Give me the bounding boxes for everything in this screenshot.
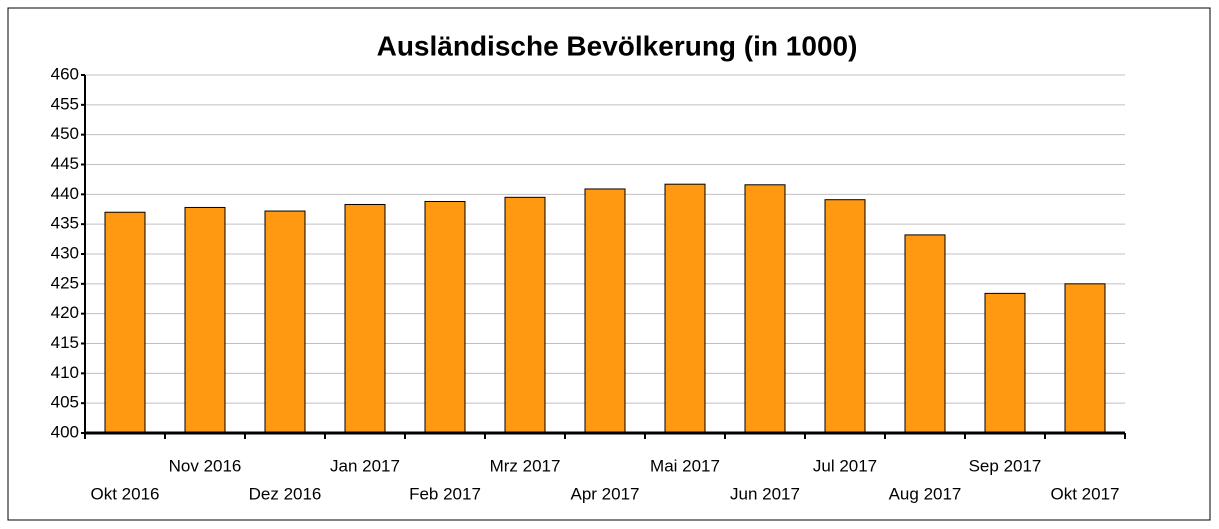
x-tick-label: Nov 2016 — [169, 456, 242, 475]
bar — [824, 199, 866, 434]
y-tick-label: 440 — [51, 184, 79, 203]
bar — [584, 188, 626, 434]
x-tick-label: Dez 2016 — [249, 484, 322, 503]
y-tick-label: 455 — [51, 94, 79, 113]
x-tick-label: Feb 2017 — [409, 484, 481, 503]
y-tick-label: 450 — [51, 124, 79, 143]
bar — [264, 210, 306, 434]
y-tick-label: 430 — [51, 243, 79, 262]
bar — [664, 183, 706, 434]
x-tick-label: Jul 2017 — [813, 456, 877, 475]
bar — [344, 203, 386, 434]
y-tick-label: 435 — [51, 214, 79, 233]
y-tick-label: 415 — [51, 333, 79, 352]
y-tick-label: 405 — [51, 393, 79, 412]
x-tick-label: Sep 2017 — [969, 456, 1042, 475]
bar — [104, 211, 146, 434]
y-tick-label: 460 — [51, 64, 79, 83]
y-tick-label: 425 — [51, 273, 79, 292]
y-tick-label: 445 — [51, 154, 79, 173]
x-tick-label: Mai 2017 — [650, 456, 720, 475]
bar — [744, 184, 786, 434]
y-tick-label: 420 — [51, 303, 79, 322]
x-tick-label: Jun 2017 — [730, 484, 800, 503]
x-tick-label: Jan 2017 — [330, 456, 400, 475]
bar — [424, 200, 466, 434]
bar — [504, 196, 546, 434]
x-tick-label: Okt 2017 — [1051, 484, 1120, 503]
bar — [184, 206, 226, 434]
x-tick-label: Okt 2016 — [91, 484, 160, 503]
bar — [984, 292, 1026, 434]
bar — [904, 234, 946, 434]
x-tick-label: Mrz 2017 — [490, 456, 561, 475]
chart-title: Ausländische Bevölkerung (in 1000) — [377, 30, 858, 61]
x-tick-label: Aug 2017 — [889, 484, 962, 503]
bar — [1064, 283, 1106, 434]
y-tick-label: 410 — [51, 363, 79, 382]
y-tick-label: 400 — [51, 422, 79, 441]
x-tick-label: Apr 2017 — [571, 484, 640, 503]
